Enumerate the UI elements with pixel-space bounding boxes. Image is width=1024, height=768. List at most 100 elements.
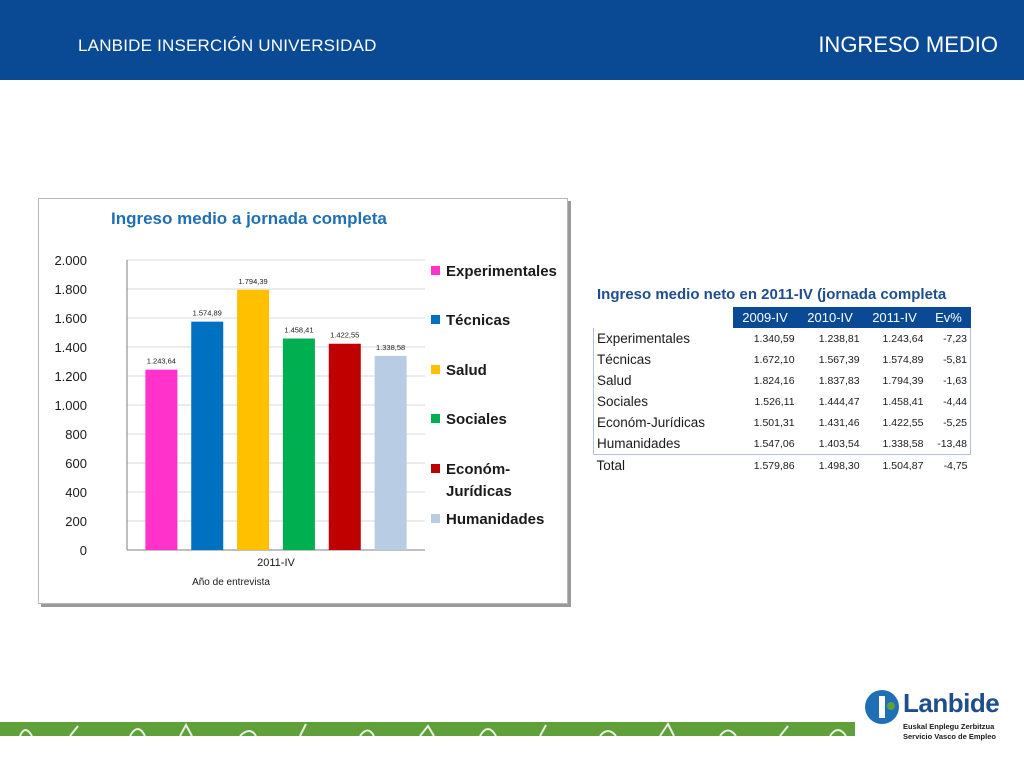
legend-item: Experimentales: [431, 261, 566, 283]
table-row: Salud 1.824,16 1.837,83 1.794,39 -1,63: [592, 370, 972, 391]
table-cell: 1.824,16: [753, 374, 795, 387]
footer-strip: [0, 722, 855, 736]
table-cell: 1.501,31: [753, 416, 795, 429]
table-cell: 1.794,39: [882, 374, 924, 387]
total-cell: 1.498,30: [818, 459, 860, 472]
legend-label: Económ-Jurídicas: [446, 461, 512, 500]
row-label: Económ-Jurídicas: [592, 412, 733, 433]
legend-swatch: [431, 514, 440, 523]
table-header-cell: 2010-IV: [797, 307, 863, 328]
logo-wordmark: Lanbide: [903, 688, 1000, 718]
total-label: Total: [596, 458, 626, 473]
table-cell: 1.431,46: [818, 416, 860, 429]
table-cell: 1.238,81: [818, 332, 860, 345]
logo-subtitle-es: Servicio Vasco de Empleo: [903, 732, 996, 741]
chart-plot-area: 0 200 400 600 800 1.000 1.200 1.400 1.600 1.800 2.…: [54, 253, 425, 588]
table-cell: 1.526,11: [754, 395, 795, 408]
table-row: Técnicas 1.672,10 1.567,39 1.574,89 -5,81: [592, 349, 972, 370]
table-row: Económ-Jurídicas 1.501,31 1.431,46 1.422,55…: [592, 412, 972, 433]
y-tick-label: 0: [80, 543, 87, 558]
bar-chart: Ingreso medio a jornada completa 0 200 400…: [38, 198, 568, 604]
table-cell: 1.444,47: [818, 395, 860, 408]
table-cell: 1.243,64: [882, 332, 924, 345]
table-cell: 1.403,54: [797, 433, 863, 455]
row-label: Sociales: [592, 391, 733, 412]
legend-swatch: [431, 414, 440, 423]
legend-item: Humanidades: [431, 509, 566, 531]
data-label: 1.422,55: [330, 331, 359, 340]
logo-subtitle-eu: Euskal Enplegu Zerbitzua: [903, 722, 995, 731]
y-tick-label: 1.600: [54, 311, 87, 326]
legend-label: Experimentales: [446, 263, 557, 280]
table-cell: 1.672,10: [753, 353, 795, 366]
footer-decoration: [19, 722, 847, 736]
bar-4: [282, 338, 315, 550]
legend-swatch: [431, 365, 440, 374]
y-tick-label: 1.800: [54, 282, 87, 297]
section-title: LANBIDE INSERCIÓN UNIVERSIDAD: [78, 36, 377, 55]
table-cell: 1.340,59: [753, 332, 795, 345]
table-cell: 1.574,89: [882, 353, 924, 366]
table-header-cell: Ev%: [926, 307, 971, 328]
y-tick-label: 400: [65, 485, 87, 500]
table-header-cell: 2011-IV: [862, 307, 927, 328]
x-tick-label: 2011-IV: [257, 557, 295, 569]
bar-3: [237, 289, 270, 550]
table-row: Humanidades 1.547,06 1.403,54 1.338,58 -13,4…: [592, 433, 972, 455]
table-cell: 1.837,83: [818, 374, 860, 387]
data-label: 1.458,41: [284, 326, 313, 335]
table-cell: -5,81: [926, 349, 972, 370]
row-label: Técnicas: [592, 349, 733, 370]
bar-1: [145, 369, 178, 550]
x-axis-title: Año de entrevista: [192, 577, 270, 588]
legend-label: Humanidades: [446, 511, 545, 528]
table-total-row: Total 1.579,86 1.498,30 1.504,87 -4,75: [594, 455, 971, 477]
table-title: Ingreso medio neto en 2011-IV (jornada c…: [597, 286, 947, 303]
chart-title: Ingreso medio a jornada completa: [111, 209, 387, 228]
bar-6: [374, 355, 407, 550]
bar-2: [191, 321, 224, 550]
table-cell: 1.458,41: [882, 395, 924, 408]
table-cell: 1.567,39: [818, 353, 860, 366]
y-tick-label: 800: [65, 427, 87, 442]
row-label: Salud: [592, 370, 733, 391]
legend-item: Sociales: [431, 409, 566, 431]
legend-item: Técnicas: [431, 310, 566, 332]
legend-label: Técnicas: [446, 312, 511, 329]
data-label: 1.574,89: [193, 309, 222, 318]
y-tick-label: 1.000: [54, 398, 87, 413]
legend-swatch: [431, 315, 440, 324]
table-header-row: 2009-IV 2010-IV 2011-IV Ev%: [593, 307, 971, 328]
table-row: Experimentales 1.340,59 1.238,81 1.243,64 -7…: [592, 328, 972, 349]
data-label: 1.794,39: [238, 277, 267, 286]
table-cell: -13,48: [926, 433, 972, 455]
table-cell: 1.547,06: [732, 433, 798, 455]
total-cell: 1.504,87: [882, 459, 924, 472]
legend-item: Salud: [431, 360, 566, 382]
legend-label: Salud: [446, 362, 487, 379]
lanbide-logo: Lanbide Euskal Enplegu Zerbitzua Servici…: [865, 688, 1000, 744]
y-tick-label: 1.400: [54, 340, 87, 355]
table-row: Sociales 1.526,11 1.444,47 1.458,41 -4,44: [592, 391, 972, 412]
table-cell: -1,63: [926, 370, 972, 391]
legend-swatch: [431, 464, 440, 473]
data-label: 1.338,58: [376, 343, 405, 352]
y-tick-label: 200: [65, 514, 87, 529]
y-tick-label: 600: [65, 456, 87, 471]
table-cell: -4,44: [926, 391, 972, 412]
legend-item: Económ-Jurídicas: [431, 459, 566, 503]
income-table: 2009-IV 2010-IV 2011-IV Ev% Experimental…: [592, 307, 972, 477]
table-header-blank: [593, 307, 733, 328]
total-cell: -4,75: [943, 459, 968, 472]
lanbide-logo-icon: [865, 690, 899, 724]
table-cell: 1.422,55: [882, 416, 924, 429]
table-cell: 1.338,58: [862, 433, 927, 455]
legend-swatch: [431, 266, 440, 275]
row-label: Experimentales: [592, 328, 733, 349]
page-title: INGRESO MEDIO: [818, 32, 998, 57]
y-tick-label: 1.200: [54, 369, 87, 384]
y-tick-label: 2.000: [54, 253, 87, 268]
table-header-cell: 2009-IV: [732, 307, 798, 328]
table-cell: -5,25: [926, 412, 972, 433]
table-cell: -7,23: [926, 328, 972, 349]
